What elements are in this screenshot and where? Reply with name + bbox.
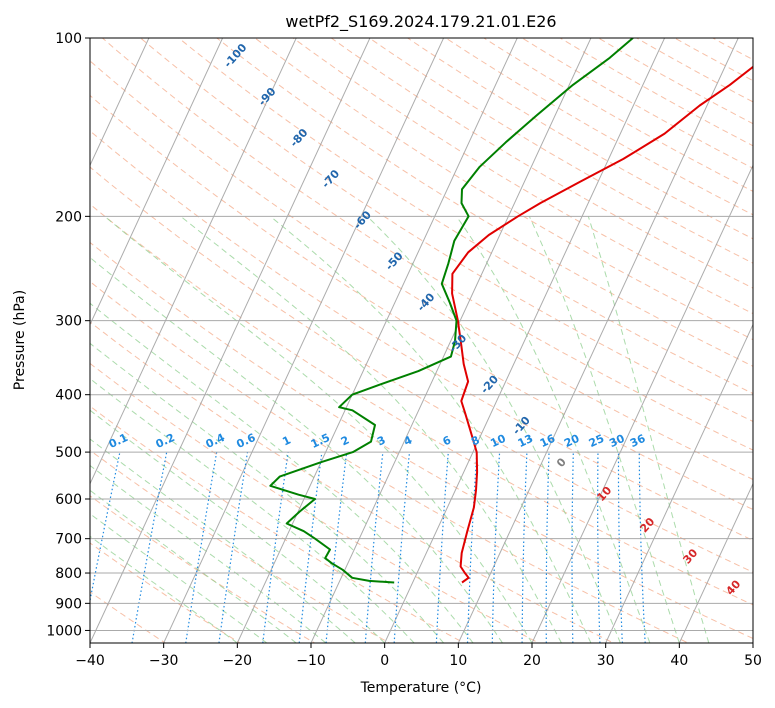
moist-adiabat — [90, 302, 474, 643]
dry-adiabat — [254, 38, 753, 341]
mixing-ratio-label: 16 — [538, 432, 558, 450]
x-tick-label: −10 — [296, 653, 326, 669]
moist-adiabat — [104, 215, 533, 643]
dry-adiabat — [90, 449, 391, 643]
dry-adiabat — [292, 38, 753, 315]
mixing-ratio-label: 10 — [488, 432, 508, 450]
moist-adiabat — [90, 409, 386, 643]
dewpoint-profile — [269, 38, 634, 584]
isotherm — [163, 38, 445, 643]
dry-adiabat — [90, 130, 753, 541]
mixing-ratio-label: 25 — [587, 432, 606, 450]
mixing-ratio-label: 20 — [562, 432, 582, 450]
isotherm — [90, 38, 371, 643]
moist-adiabat — [90, 342, 444, 643]
moist-adiabat — [90, 489, 297, 643]
x-axis-label: Temperature (°C) — [360, 680, 482, 696]
x-tick-label: 0 — [380, 653, 389, 669]
temperature-profile — [451, 65, 753, 584]
moist-adiabat — [528, 216, 680, 643]
background-lines — [90, 38, 753, 643]
dry-adiabat — [90, 321, 615, 643]
isotherm — [236, 38, 518, 643]
dry-adiabat — [177, 38, 753, 395]
moist-adiabat — [90, 378, 415, 643]
isotherm — [310, 38, 592, 643]
x-tick-label: 50 — [744, 653, 762, 669]
y-tick-label: 300 — [55, 314, 82, 330]
moist-adiabat — [455, 216, 651, 643]
moist-adiabat — [90, 464, 327, 643]
dry-adiabat — [139, 38, 753, 423]
pressure-gridlines — [90, 38, 753, 631]
isotherm — [90, 38, 297, 485]
y-tick-label: 700 — [55, 532, 82, 548]
x-tick-label: 20 — [523, 653, 541, 669]
profiles — [269, 38, 753, 584]
isotherm — [531, 164, 753, 643]
y-tick-label: 100 — [55, 31, 82, 47]
isotherm — [457, 38, 739, 643]
moist-adiabat — [180, 215, 562, 643]
y-tick-label: 500 — [55, 445, 82, 461]
moist-adiabat — [269, 215, 592, 643]
dry-adiabat — [90, 166, 753, 573]
y-tick-label: 1000 — [46, 623, 82, 639]
moist-adiabat — [90, 513, 268, 643]
dry-adiabat — [90, 60, 753, 481]
x-axis: −40 −30 −20 −10 0 10 20 30 40 50 — [75, 643, 762, 669]
isotherm — [605, 323, 753, 643]
plot-frame — [89, 37, 754, 644]
y-tick-label: 200 — [55, 209, 82, 225]
isotherm — [678, 482, 753, 643]
moist-adiabat — [366, 215, 621, 643]
y-tick-label: 800 — [55, 566, 82, 582]
x-tick-label: −40 — [75, 653, 105, 669]
moist-adiabat — [90, 535, 238, 643]
dry-adiabat — [90, 495, 316, 643]
dry-adiabat — [90, 94, 753, 511]
isotherm — [384, 38, 666, 643]
dry-adiabat — [90, 362, 540, 643]
y-tick-label: 600 — [55, 492, 82, 508]
mixing-ratio-label: 36 — [628, 432, 648, 450]
dry-adiabat — [90, 203, 753, 606]
y-tick-label: 400 — [55, 388, 82, 404]
isotherm — [90, 38, 150, 167]
y-axis: 100 200 300 400 500 600 700 800 900 1000 — [46, 31, 90, 639]
y-tick-label: 900 — [55, 596, 82, 612]
x-tick-label: −20 — [223, 653, 253, 669]
x-tick-label: 10 — [449, 653, 467, 669]
dry-adiabat — [90, 280, 690, 643]
x-tick-label: −30 — [149, 653, 179, 669]
x-tick-label: 40 — [670, 653, 688, 669]
isotherm — [90, 38, 224, 326]
chart-title: wetPf2_S169.2024.179.21.01.E26 — [285, 12, 556, 32]
x-tick-label: 30 — [597, 653, 615, 669]
moist-adiabat — [90, 256, 503, 643]
mixing-ratio-label: 13 — [516, 432, 535, 450]
y-axis-label: Pressure (hPa) — [12, 290, 28, 390]
mixing-ratio-label: 30 — [607, 432, 627, 450]
